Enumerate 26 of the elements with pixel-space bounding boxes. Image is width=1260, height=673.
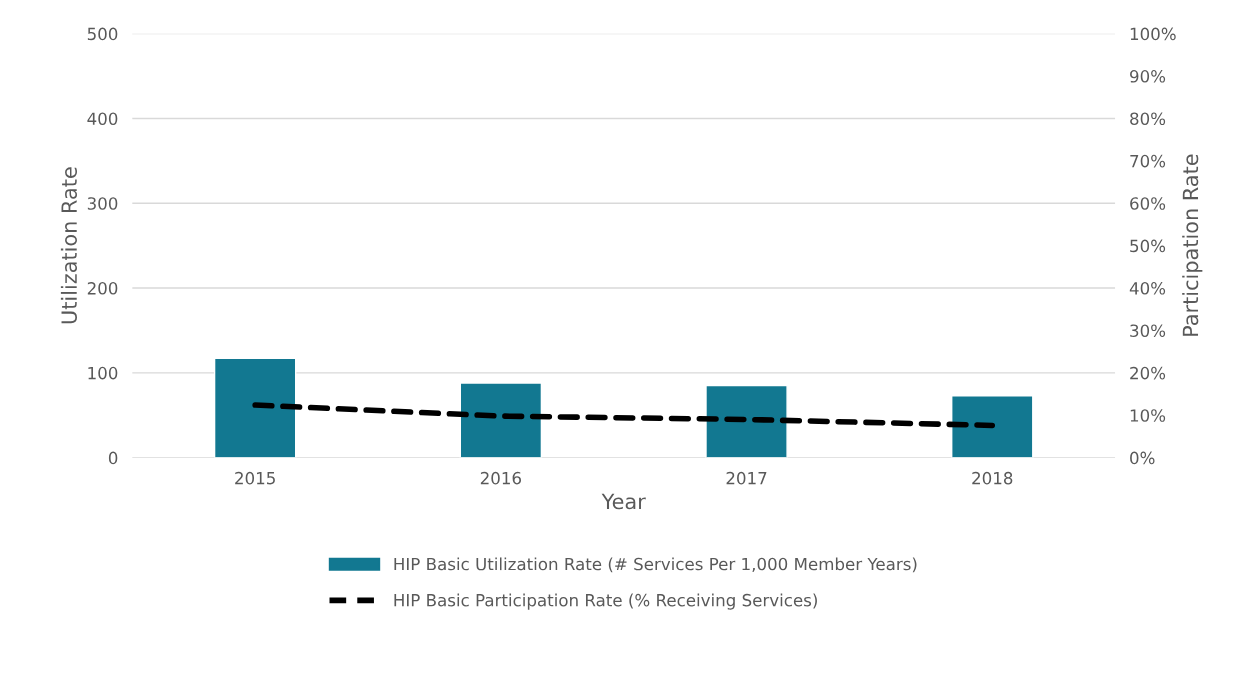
y2-tick-label: 50% — [1130, 239, 1166, 253]
y-tick-label: 300 — [87, 197, 118, 210]
x-tick-label: 2016 — [480, 471, 522, 485]
y2-tick-label: 20% — [1130, 366, 1166, 380]
y-tick-label: 400 — [87, 112, 118, 126]
y2-tick-label: 40% — [1129, 282, 1166, 295]
y2-tick-label: 100% — [1130, 27, 1176, 41]
x-tick-label: 2017 — [726, 471, 767, 485]
y2-tick-label: 70% — [1130, 154, 1166, 168]
legend-label: HIP Basic Utilization Rate (# Services Per 1,000 Member Years) — [394, 557, 917, 573]
y-tick-label: 100 — [88, 366, 118, 380]
y-tick-label: 200 — [87, 282, 118, 295]
x-axis-title: Year — [601, 493, 646, 510]
y2-tick-label: 90% — [1130, 70, 1166, 83]
y-axis-title: Utilization Rate — [60, 167, 78, 324]
y-tick-label: 500 — [87, 27, 118, 41]
x-tick-label: 2015 — [235, 471, 275, 485]
y-tick-label: 0 — [108, 451, 118, 465]
y2-tick-label: 10% — [1130, 409, 1166, 422]
y2-axis-title: Participation Rate — [1182, 154, 1203, 336]
y2-tick-label: 0% — [1130, 451, 1155, 465]
legend-label: HIP Basic Participation Rate (% Receiving Services) — [394, 593, 817, 610]
y2-tick-label: 30% — [1130, 324, 1166, 338]
x-tick-label: 2018 — [972, 471, 1013, 485]
y2-tick-label: 80% — [1130, 112, 1166, 126]
y2-tick-label: 60% — [1130, 197, 1166, 210]
